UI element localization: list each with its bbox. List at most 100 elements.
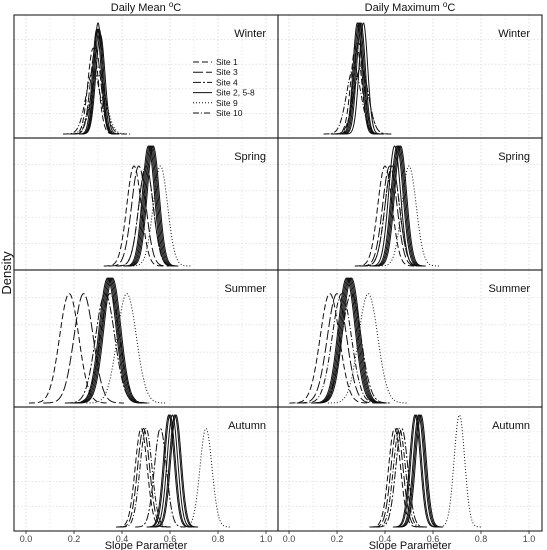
curve-max-spring-site-8 <box>375 145 426 267</box>
curve-max-spring-site-2 <box>371 145 423 267</box>
labels: Winter Spring Summer Autumn Winter Spring Summ… <box>0 0 535 550</box>
curve-max-winter-site-7 <box>345 22 382 135</box>
curve-mean-autumn-site-4 <box>135 427 186 528</box>
season-label-mean-autumn: Autumn <box>228 420 266 432</box>
curve-max-summer-site-8 <box>311 277 382 404</box>
curve-max-autumn-site-5 <box>396 414 441 528</box>
curve-mean-spring-site-9 <box>130 165 191 267</box>
curve-mean-summer-site-3 <box>43 293 124 404</box>
x-tick-label-max-4: 0.8 <box>475 534 488 544</box>
curve-mean-spring-site-2 <box>125 145 176 267</box>
panel-frames <box>13 14 543 532</box>
season-label-max-summer: Summer <box>488 283 530 295</box>
curve-max-autumn-site-10 <box>374 427 425 528</box>
curve-max-spring-site-1 <box>354 165 416 267</box>
x-tick-label-max-1: 0.2 <box>331 534 344 544</box>
column-title-unit-mean: C <box>173 2 181 14</box>
curve-mean-summer-site-2 <box>73 277 145 404</box>
curve-mean-spring-site-6 <box>126 145 178 267</box>
curve-max-summer-site-7 <box>316 277 387 404</box>
grid-layer <box>14 15 542 531</box>
curve-max-summer-site-4 <box>311 293 392 404</box>
curve-max-summer-site-3 <box>296 293 378 404</box>
column-title-sup-max: o <box>443 0 448 9</box>
panel-frame-max-autumn <box>277 406 543 532</box>
curve-max-winter-site-2 <box>340 22 377 135</box>
x-tick-label-mean-0: 0.0 <box>20 534 33 544</box>
curve-mean-winter-site-8 <box>81 34 120 135</box>
curve-max-summer-site-1 <box>289 293 371 404</box>
curve-mean-winter-site-1 <box>71 47 116 135</box>
column-title-mean: Daily Mean oC <box>111 0 182 14</box>
curve-max-autumn-site-6 <box>397 414 442 528</box>
legend-label-1: Site 3 <box>216 67 238 77</box>
curve-mean-autumn-site-2 <box>147 414 193 528</box>
curve-mean-autumn-site-10 <box>120 427 172 528</box>
curve-max-spring-site-10 <box>361 165 423 267</box>
x-axis-label-max: Slope Parameter <box>369 540 452 550</box>
x-tick-label-mean-5: 1.0 <box>260 534 273 544</box>
x-tick-label-mean-1: 0.2 <box>68 534 81 544</box>
season-label-mean-spring: Spring <box>234 151 266 163</box>
column-title-max: Daily Maximum oC <box>365 0 456 14</box>
x-tick-label-max-5: 1.0 <box>523 534 536 544</box>
legend-label-5: Site 10 <box>216 108 243 118</box>
curve-max-autumn-site-4 <box>376 427 428 528</box>
curve-max-summer-site-5 <box>314 277 386 404</box>
curve-mean-autumn-site-8 <box>153 414 199 528</box>
season-label-max-autumn: Autumn <box>492 420 530 432</box>
curve-mean-autumn-site-5 <box>150 414 195 528</box>
curve-max-autumn-site-2 <box>394 414 439 528</box>
season-label-mean-winter: Winter <box>234 28 266 40</box>
density-curves <box>28 22 482 528</box>
legend-label-3: Site 2, 5-8 <box>216 88 255 98</box>
curve-mean-summer-site-10 <box>69 293 151 404</box>
curve-max-spring-site-6 <box>374 145 425 267</box>
x-tick-label-mean-2: 0.4 <box>116 534 129 544</box>
legend-label-2: Site 4 <box>216 77 238 87</box>
curve-max-summer-site-10 <box>301 293 383 404</box>
curve-mean-autumn-site-9 <box>180 427 232 528</box>
column-title-main-max: Daily Maximum <box>365 2 443 14</box>
curve-mean-autumn-site-7 <box>146 414 191 528</box>
x-tick-label-max-3: 0.6 <box>427 534 440 544</box>
x-tick-label-max-2: 0.4 <box>379 534 392 544</box>
curve-max-spring-site-9 <box>378 165 440 267</box>
column-title-sup-mean: o <box>169 0 174 9</box>
curve-mean-autumn-site-3 <box>118 427 169 528</box>
curve-max-spring-site-5 <box>373 145 424 267</box>
curve-mean-autumn-site-1 <box>115 427 167 528</box>
column-title-unit-max: C <box>447 2 455 14</box>
x-tick-label-mean-3: 0.6 <box>164 534 177 544</box>
x-axis-label-mean: Slope Parameter <box>105 540 188 550</box>
legend-label-4: Site 9 <box>216 98 238 108</box>
x-tick-label-max-0: 0.0 <box>283 534 296 544</box>
column-title-main-mean: Daily Mean <box>111 2 169 14</box>
curve-max-autumn-site-3 <box>371 427 423 528</box>
season-label-max-winter: Winter <box>498 28 530 40</box>
curve-max-winter-site-10 <box>323 66 385 135</box>
curve-mean-summer-site-1 <box>28 293 110 404</box>
curve-mean-summer-site-8 <box>77 277 148 404</box>
legend-label-0: Site 1 <box>216 57 238 67</box>
curve-mean-summer-site-7 <box>75 277 147 404</box>
curve-mean-spring-site-1 <box>103 165 165 267</box>
season-label-mean-summer: Summer <box>224 283 266 295</box>
curve-max-summer-site-6 <box>312 277 384 404</box>
season-label-max-spring: Spring <box>498 151 530 163</box>
curve-max-summer-site-2 <box>313 277 385 404</box>
y-axis-label: Density <box>0 251 14 295</box>
curve-max-autumn-site-8 <box>398 414 444 528</box>
curve-mean-spring-site-7 <box>128 145 179 267</box>
curve-max-autumn-site-7 <box>392 414 438 528</box>
curve-mean-summer-site-5 <box>74 277 146 404</box>
curve-max-winter-site-8 <box>339 22 376 135</box>
curve-mean-winter-site-7 <box>80 22 116 135</box>
x-tick-label-mean-4: 0.8 <box>212 534 225 544</box>
curve-max-spring-site-3 <box>359 165 421 267</box>
curve-mean-spring-site-10 <box>115 165 177 267</box>
curve-mean-spring-site-3 <box>108 165 170 267</box>
curve-max-winter-site-4 <box>330 66 392 135</box>
